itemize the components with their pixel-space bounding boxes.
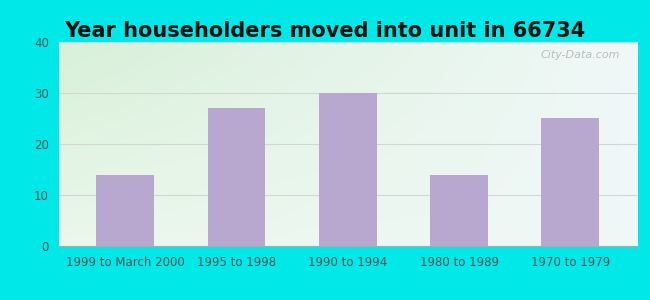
Text: Year householders moved into unit in 66734: Year householders moved into unit in 667… (64, 21, 586, 41)
Bar (541, 118, 599, 246)
Bar (319, 93, 377, 246)
Bar (96, 175, 154, 246)
Text: City-Data.com: City-Data.com (540, 50, 619, 60)
Bar (207, 108, 265, 246)
Bar (430, 175, 488, 246)
